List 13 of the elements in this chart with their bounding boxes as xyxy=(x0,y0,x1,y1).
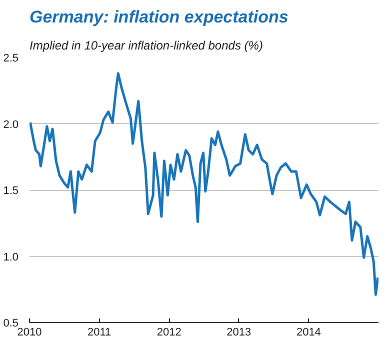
x-tick-label: 2012 xyxy=(156,326,182,338)
chart-subtitle: Implied in 10-year inflation-linked bonds (%) xyxy=(30,38,263,52)
y-tick-label: 0.5 xyxy=(3,318,19,330)
x-tick-label: 2014 xyxy=(296,326,321,338)
y-tick-label: 1.0 xyxy=(3,251,19,264)
x-tick-label: 2010 xyxy=(17,326,42,338)
x-tick-label: 2013 xyxy=(226,326,252,338)
y-tick-label: 2.0 xyxy=(3,118,19,131)
chart-title: Germany: inflation expectations xyxy=(30,8,288,26)
y-tick-label: 1.5 xyxy=(3,185,19,197)
y-tick-label: 2.5 xyxy=(3,52,19,64)
x-tick-label: 2011 xyxy=(87,326,112,338)
line-series xyxy=(30,72,378,296)
